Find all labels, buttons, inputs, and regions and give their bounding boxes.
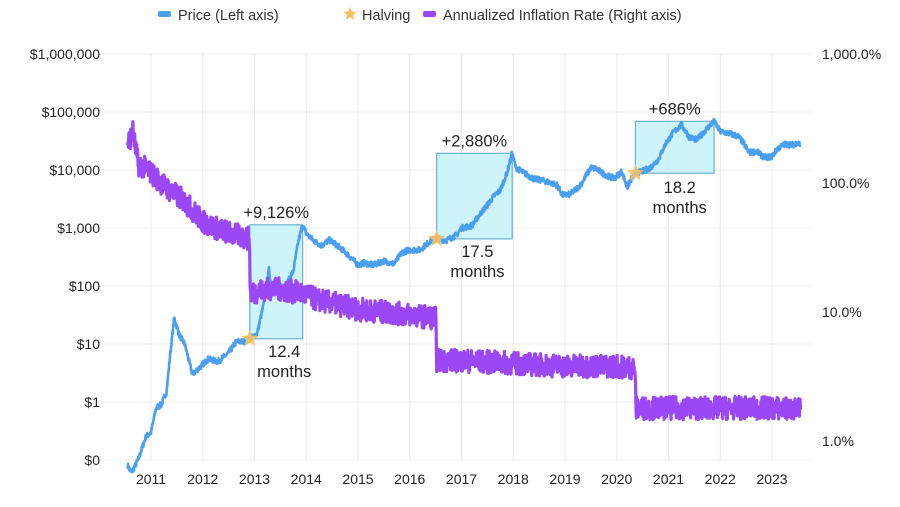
x-tick-label: 2023 <box>756 471 787 487</box>
halving-markers <box>241 164 644 347</box>
x-tick-label: 2017 <box>446 471 477 487</box>
x-tick-label: 2011 <box>136 471 166 487</box>
y-left-tick-label: $100 <box>69 278 100 294</box>
y-left-tick-label: $10,000 <box>49 162 100 178</box>
x-tick-label: 2013 <box>239 471 270 487</box>
y-left-tick-label: $100,000 <box>42 104 101 120</box>
legend-label: Annualized Inflation Rate (Right axis) <box>443 8 682 24</box>
months-label: months <box>653 199 707 217</box>
x-tick-label: 2021 <box>653 471 684 487</box>
price-line <box>126 117 802 474</box>
price-legend-swatch <box>158 11 171 17</box>
gain-label: +2,880% <box>442 132 508 150</box>
series-lines <box>126 117 803 474</box>
tick-labels: 2011 2012 2013 2014 2015 2016 2017 2018 2019 2020… <box>30 46 881 487</box>
months-label: months <box>450 263 504 281</box>
y-left-tick-label: $1,000 <box>57 220 100 236</box>
gain-label: +686% <box>649 100 701 118</box>
x-tick-label: 2014 <box>291 471 322 487</box>
y-left-tick-label: $1 <box>84 394 100 410</box>
x-tick-label: 2012 <box>187 471 218 487</box>
y-right-tick-label: 10.0% <box>822 304 862 320</box>
y-left-tick-label: $10 <box>77 336 101 352</box>
duration-label: 17.5 <box>461 243 493 261</box>
months-label: months <box>257 363 311 381</box>
inflation-line <box>126 120 803 422</box>
x-tick-label: 2018 <box>498 471 529 487</box>
grid <box>100 53 812 461</box>
inflation-legend-swatch <box>423 11 436 17</box>
annotation-labels: +9,126% 12.4 months +2,880% 17.5 months +686% 1… <box>243 100 706 380</box>
y-left-tick-label: $0 <box>84 452 100 468</box>
annotation-box <box>436 152 513 240</box>
halving-star-icon <box>626 164 644 181</box>
x-tick-label: 2019 <box>549 471 580 487</box>
x-tick-label: 2020 <box>601 471 632 487</box>
y-left-tick-label: $1,000,000 <box>30 46 100 62</box>
y-right-tick-label: 1,000.0% <box>822 46 881 62</box>
legend-label: Halving <box>362 8 410 24</box>
legend-label: Price (Left axis) <box>178 8 279 24</box>
halving-legend-star-icon <box>343 7 357 20</box>
halving-star-icon <box>428 229 446 247</box>
x-tick-label: 2016 <box>394 471 425 487</box>
duration-label: 12.4 <box>268 343 300 361</box>
x-tick-label: 2015 <box>342 471 373 487</box>
duration-label: 18.2 <box>664 179 696 197</box>
gain-label: +9,126% <box>243 204 309 222</box>
y-right-tick-label: 100.0% <box>822 175 869 191</box>
legend: Price (Left axis) Halving Annualized Infla… <box>158 7 682 24</box>
halving-star-icon <box>241 329 259 347</box>
x-tick-label: 2022 <box>705 471 736 487</box>
y-right-tick-label: 1.0% <box>822 433 854 449</box>
